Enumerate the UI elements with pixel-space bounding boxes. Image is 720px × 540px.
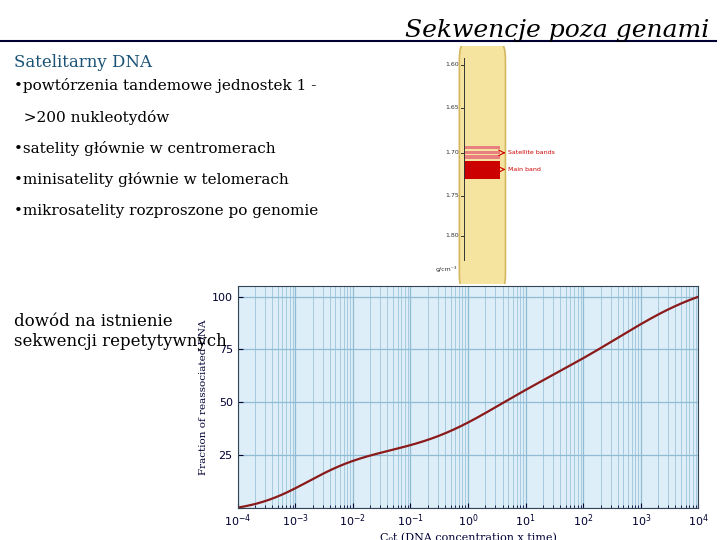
Text: >200 nukleotydów: >200 nukleotydów — [14, 110, 170, 125]
Y-axis label: Fraction of reassociated DNA: Fraction of reassociated DNA — [199, 319, 207, 475]
Text: •minisatelity głównie w telomerach: •minisatelity głównie w telomerach — [14, 172, 289, 187]
Text: •powtórzenia tandemowe jednostek 1 -: •powtórzenia tandemowe jednostek 1 - — [14, 78, 317, 93]
Text: •mikrosatelity rozproszone po genomie: •mikrosatelity rozproszone po genomie — [14, 204, 319, 218]
Text: 1.80: 1.80 — [446, 233, 459, 239]
Text: 1.60: 1.60 — [446, 63, 459, 68]
Text: 1.75: 1.75 — [446, 193, 459, 198]
Bar — [464, 146, 500, 149]
Text: dowód na istnienie
sekwencji repetytywnych: dowód na istnienie sekwencji repetytywny… — [14, 313, 227, 350]
Bar — [464, 151, 500, 154]
Text: Main band: Main band — [508, 167, 541, 172]
Text: g/cm⁻³: g/cm⁻³ — [436, 266, 457, 272]
Bar — [464, 156, 500, 159]
Text: 1.70: 1.70 — [446, 150, 459, 156]
Text: Sekwencje poza genami: Sekwencje poza genami — [405, 19, 709, 42]
Text: Satellite bands: Satellite bands — [508, 150, 554, 156]
Text: 1.65: 1.65 — [446, 105, 459, 110]
X-axis label: C₀t (DNA concentration x time): C₀t (DNA concentration x time) — [379, 533, 557, 540]
Text: Satelitarny DNA: Satelitarny DNA — [14, 54, 153, 71]
FancyBboxPatch shape — [459, 44, 505, 291]
Text: •satelity głównie w centromerach: •satelity głównie w centromerach — [14, 141, 276, 156]
Bar — [464, 161, 500, 179]
